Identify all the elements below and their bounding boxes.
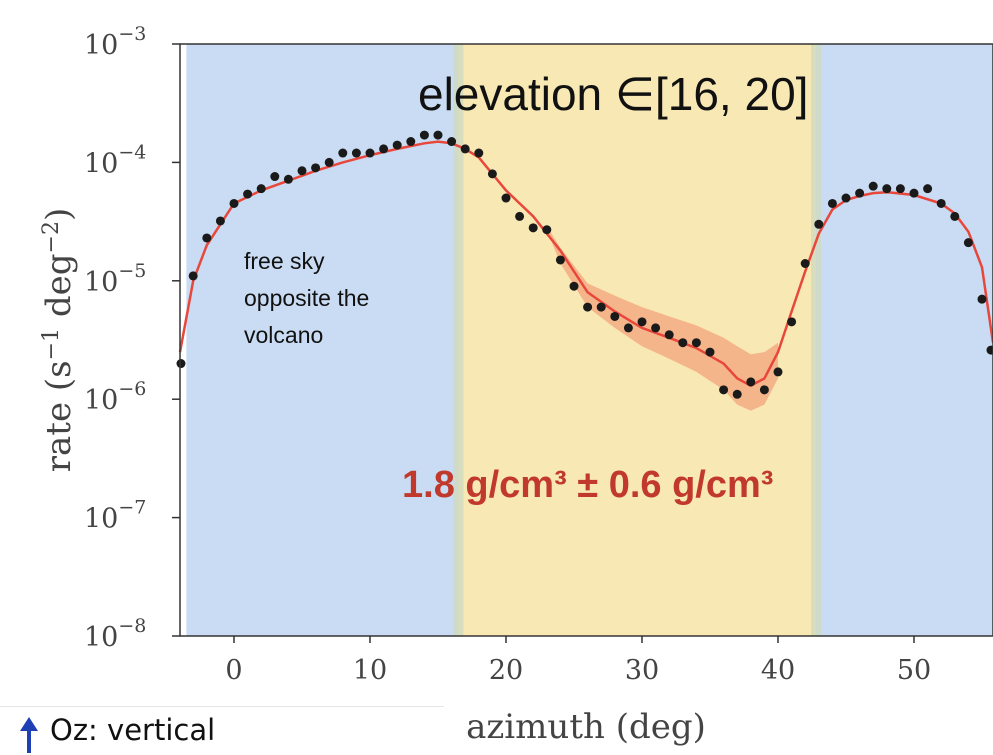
data-point bbox=[488, 169, 497, 178]
data-point bbox=[270, 172, 279, 181]
oz-vertical-label: Oz: vertical bbox=[50, 713, 215, 747]
region-seam-1 bbox=[811, 44, 821, 636]
data-point bbox=[325, 158, 334, 167]
data-point bbox=[379, 144, 388, 153]
data-point bbox=[950, 212, 959, 221]
data-point bbox=[257, 184, 266, 193]
data-point bbox=[869, 182, 878, 191]
data-point bbox=[978, 295, 987, 304]
data-point bbox=[719, 385, 728, 394]
x-tick-label: 10 bbox=[353, 655, 387, 686]
data-point bbox=[842, 194, 851, 203]
density-annotation: 1.8 g/cm³ ± 0.6 g/cm³ bbox=[402, 464, 773, 506]
data-point bbox=[597, 303, 606, 312]
data-point bbox=[556, 255, 565, 264]
data-point bbox=[434, 131, 443, 140]
data-point bbox=[923, 184, 932, 193]
data-point bbox=[896, 184, 905, 193]
x-tick-label: 30 bbox=[625, 655, 659, 686]
data-point bbox=[406, 137, 415, 146]
data-point bbox=[678, 338, 687, 347]
x-tick-label: 50 bbox=[897, 655, 931, 686]
x-axis-label: azimuth (deg) bbox=[466, 707, 706, 747]
data-point bbox=[284, 175, 293, 184]
data-point bbox=[298, 166, 307, 175]
free-sky-note-line-1: free sky bbox=[244, 248, 325, 274]
y-axis-label-suffix: ) bbox=[39, 208, 79, 221]
data-point bbox=[855, 189, 864, 198]
data-point bbox=[447, 137, 456, 146]
data-point bbox=[583, 303, 592, 312]
data-point bbox=[189, 271, 198, 280]
chart-title: elevation ∈[16, 20] bbox=[418, 68, 808, 120]
data-point bbox=[801, 259, 810, 268]
region-seam-0 bbox=[453, 44, 463, 636]
y-axis-label-exp2: −2 bbox=[39, 221, 64, 253]
axis-caption: Oz: vertical bbox=[0, 706, 444, 753]
data-point bbox=[216, 216, 225, 225]
data-point bbox=[366, 149, 375, 158]
data-point bbox=[311, 163, 320, 172]
data-point bbox=[610, 312, 619, 321]
data-point bbox=[937, 199, 946, 208]
data-point bbox=[338, 149, 347, 158]
data-point bbox=[910, 189, 919, 198]
y-axis-label-exp1: −1 bbox=[39, 328, 64, 360]
y-axis-label-prefix: rate (s bbox=[39, 360, 79, 472]
data-point bbox=[706, 348, 715, 357]
data-point bbox=[760, 385, 769, 394]
region-2 bbox=[816, 44, 993, 636]
data-point bbox=[420, 131, 429, 140]
data-point bbox=[665, 330, 674, 339]
data-point bbox=[202, 233, 211, 242]
up-arrow-icon bbox=[14, 715, 44, 755]
data-point bbox=[787, 317, 796, 326]
data-point bbox=[570, 282, 579, 291]
data-point bbox=[651, 323, 660, 332]
data-point bbox=[814, 220, 823, 229]
data-point bbox=[692, 338, 701, 347]
data-point bbox=[529, 223, 538, 232]
data-point bbox=[243, 190, 252, 199]
x-tick-label: 0 bbox=[225, 655, 242, 686]
data-point bbox=[461, 144, 470, 153]
data-point bbox=[177, 359, 186, 368]
data-point bbox=[393, 141, 402, 150]
data-point bbox=[828, 199, 837, 208]
data-point bbox=[474, 149, 483, 158]
data-point bbox=[882, 184, 891, 193]
data-point bbox=[230, 199, 239, 208]
y-axis-label-mid: deg bbox=[39, 253, 79, 327]
data-point bbox=[352, 149, 361, 158]
data-point bbox=[502, 194, 511, 203]
data-point bbox=[733, 390, 742, 399]
x-tick-label: 20 bbox=[489, 655, 523, 686]
data-point bbox=[638, 317, 647, 326]
free-sky-note-line-3: volcano bbox=[244, 322, 323, 348]
data-point bbox=[542, 225, 551, 234]
free-sky-note-line-2: opposite the bbox=[244, 285, 369, 311]
data-point bbox=[515, 212, 524, 221]
x-tick-label: 40 bbox=[761, 655, 795, 686]
data-point bbox=[774, 367, 783, 376]
data-point bbox=[746, 377, 755, 386]
data-point bbox=[964, 238, 973, 247]
data-point bbox=[624, 323, 633, 332]
